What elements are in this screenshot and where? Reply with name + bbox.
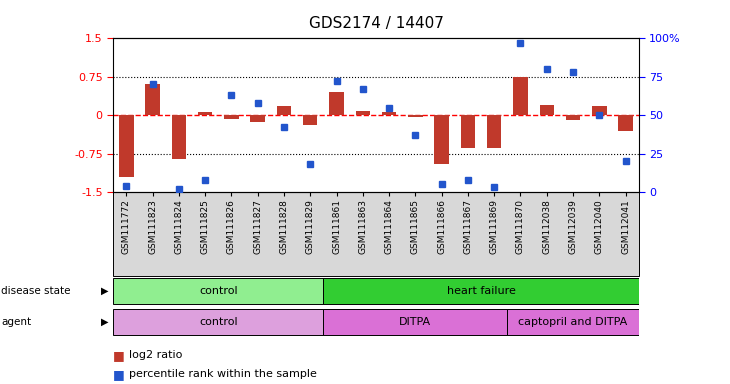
Bar xyxy=(507,309,639,334)
Text: ▶: ▶ xyxy=(101,316,108,327)
Bar xyxy=(356,111,370,115)
Bar xyxy=(113,309,323,334)
Bar xyxy=(323,278,639,304)
Text: disease state: disease state xyxy=(1,286,71,296)
Text: control: control xyxy=(199,316,237,327)
Text: GDS2174 / 14407: GDS2174 / 14407 xyxy=(309,16,443,31)
Text: agent: agent xyxy=(1,316,31,327)
Text: captopril and DITPA: captopril and DITPA xyxy=(518,316,628,327)
Bar xyxy=(119,115,134,177)
Bar xyxy=(198,112,212,115)
Text: control: control xyxy=(199,286,237,296)
Bar xyxy=(172,115,186,159)
Text: log2 ratio: log2 ratio xyxy=(129,350,182,360)
Bar xyxy=(513,77,528,115)
Text: heart failure: heart failure xyxy=(447,286,515,296)
Bar xyxy=(303,115,318,126)
Bar xyxy=(382,112,396,115)
Bar xyxy=(618,115,633,131)
Bar xyxy=(487,115,502,149)
Bar xyxy=(434,115,449,164)
Bar xyxy=(566,115,580,120)
Bar xyxy=(224,115,239,119)
Text: ■: ■ xyxy=(113,368,125,381)
Bar xyxy=(113,278,323,304)
Bar xyxy=(461,115,475,149)
Bar xyxy=(329,92,344,115)
Bar xyxy=(408,115,423,117)
Text: percentile rank within the sample: percentile rank within the sample xyxy=(129,369,317,379)
Text: ▶: ▶ xyxy=(101,286,108,296)
Text: DITPA: DITPA xyxy=(399,316,431,327)
Bar xyxy=(592,106,607,115)
Bar xyxy=(277,106,291,115)
Bar xyxy=(323,309,507,334)
Bar xyxy=(145,84,160,115)
Bar xyxy=(539,105,554,115)
Bar xyxy=(250,115,265,122)
Text: ■: ■ xyxy=(113,349,125,362)
